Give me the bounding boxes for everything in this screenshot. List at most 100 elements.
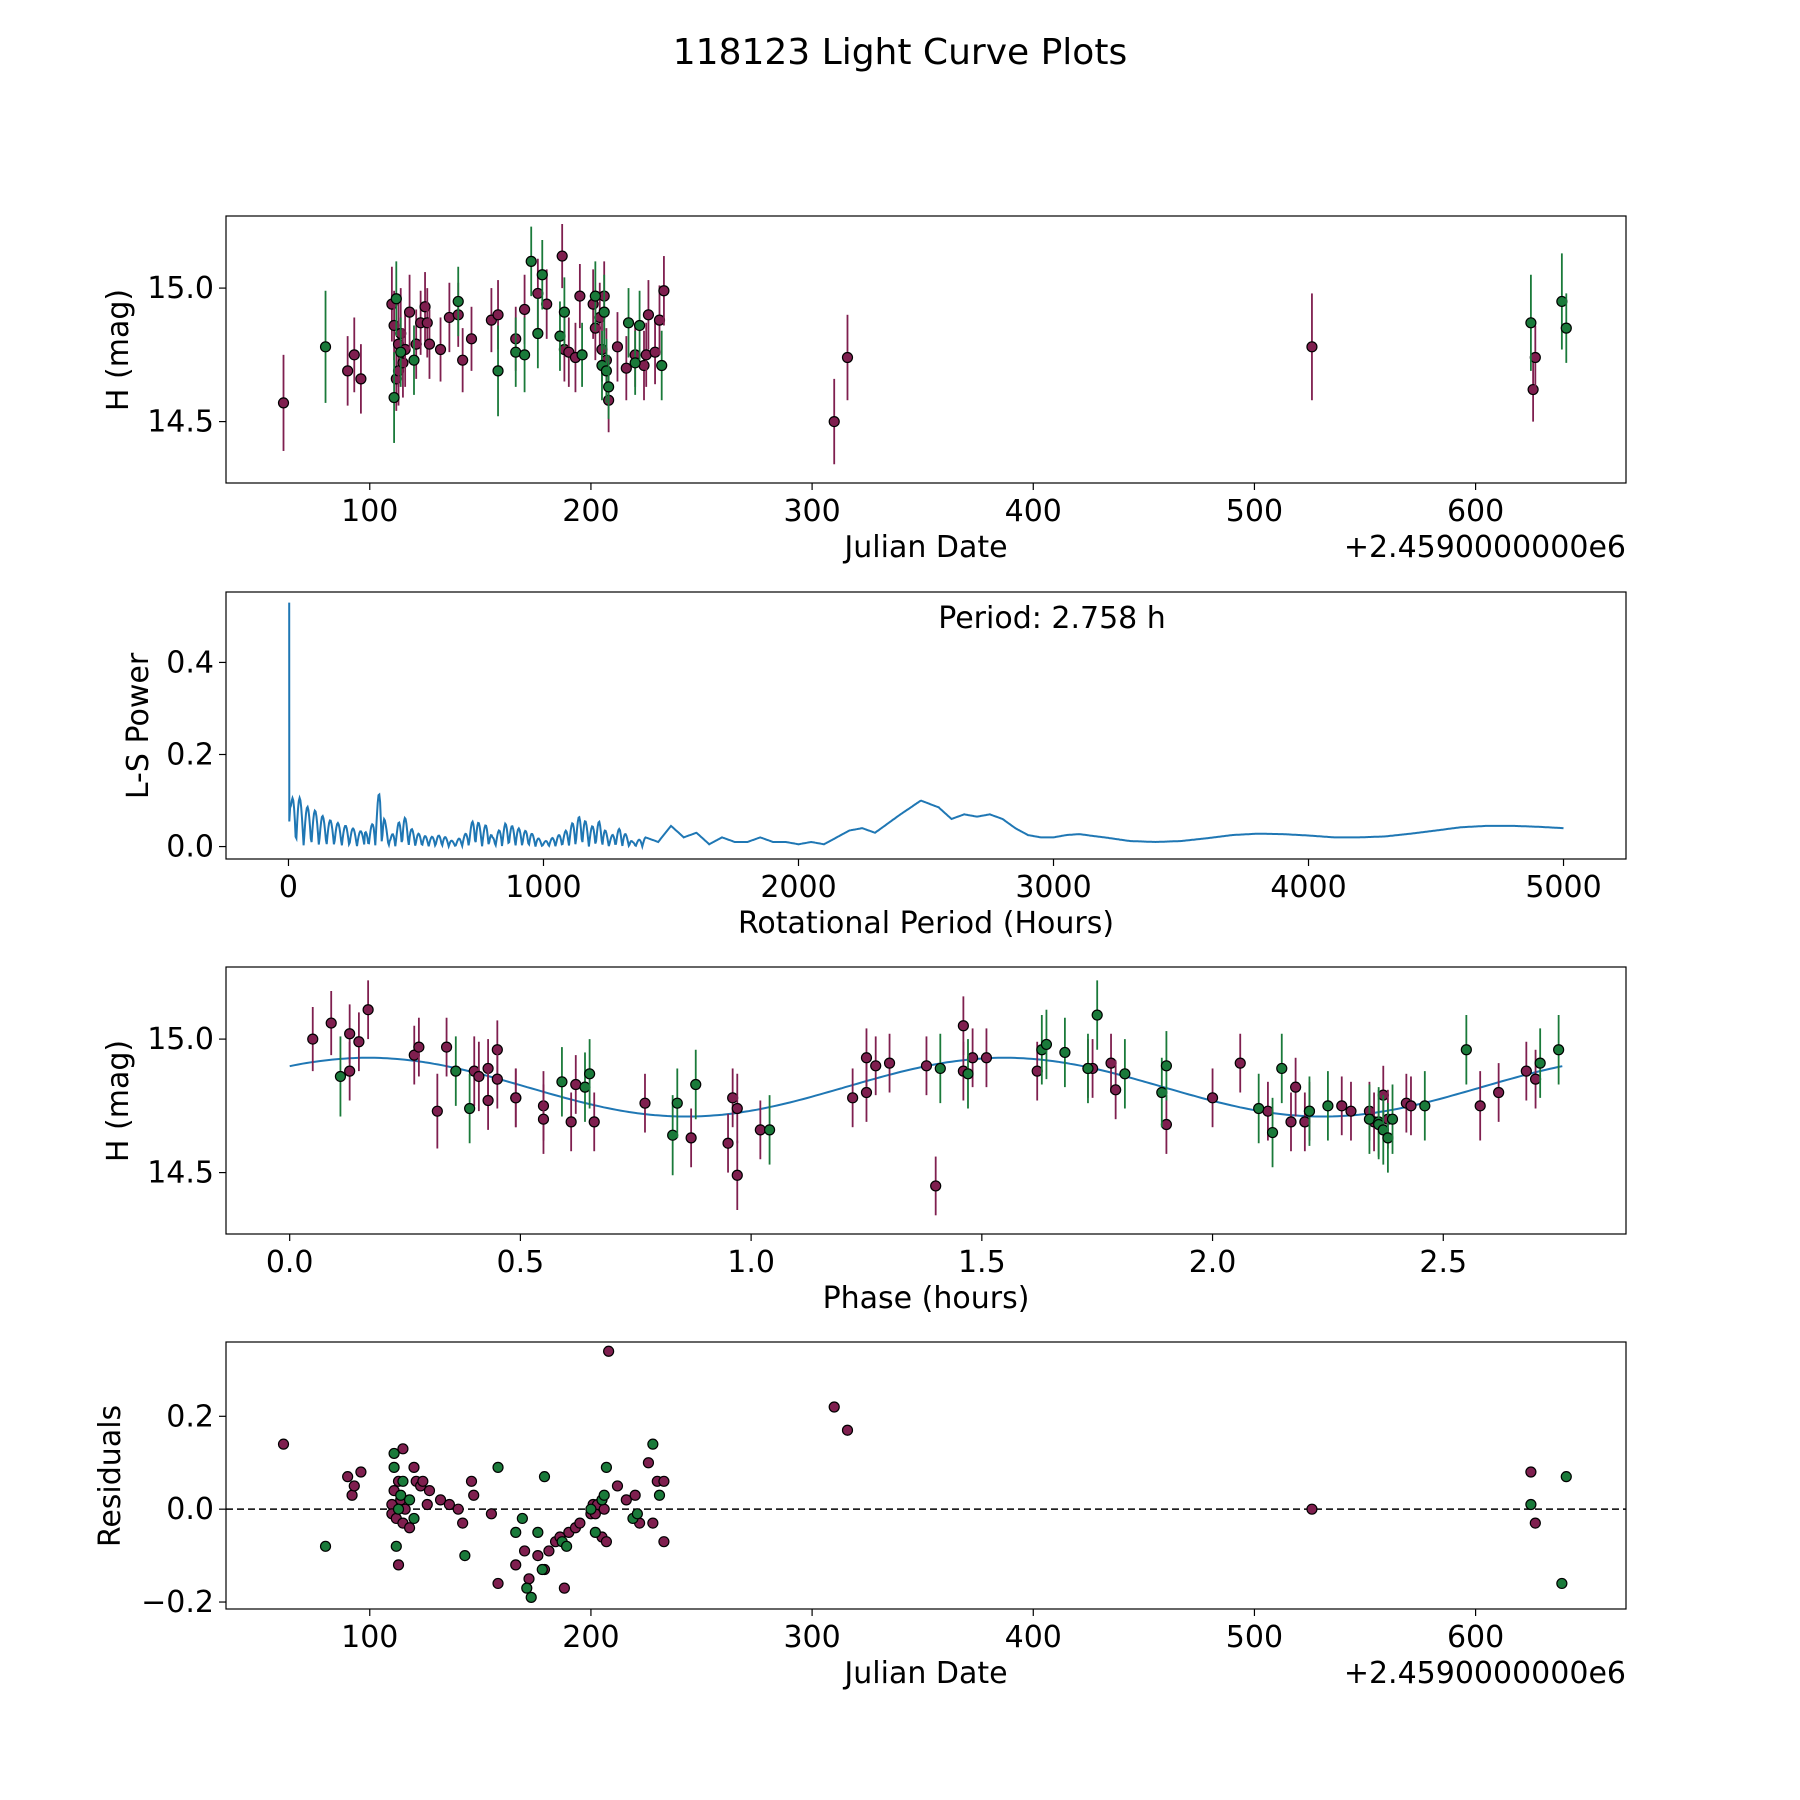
x-tick-label: 600 <box>1447 1620 1504 1655</box>
data-point-green <box>525 255 537 267</box>
data-point-magenta <box>841 351 854 364</box>
data-point-magenta <box>403 1522 416 1534</box>
data-point-magenta <box>957 1020 969 1032</box>
data-point-green <box>1276 1062 1288 1075</box>
data-point-green <box>388 391 400 404</box>
panel-light-curve-frame <box>225 215 1627 484</box>
data-point-green <box>1556 295 1568 308</box>
data-point-magenta <box>1493 1086 1505 1099</box>
data-point-green <box>334 1070 347 1083</box>
x-tick-label: 4000 <box>1270 870 1346 905</box>
x-tick-label: 0 <box>279 870 298 905</box>
panel-residuals: 100 200 300 400 500 600 −0.2 0.0 0.2 Julian Date… <box>93 1341 1627 1691</box>
data-point-magenta <box>653 314 666 326</box>
data-point-magenta <box>408 1461 420 1473</box>
data-point-green <box>1303 1105 1316 1117</box>
data-point-green <box>392 1503 405 1515</box>
data-point-magenta <box>440 1041 453 1053</box>
light-curve-ylabel: H (mag) <box>101 289 136 411</box>
y-tick-label: 15.0 <box>147 271 214 306</box>
data-point-magenta <box>841 1424 854 1436</box>
data-point-magenta <box>543 1545 555 1557</box>
data-point-green <box>521 1582 533 1594</box>
data-point-green <box>671 1097 683 1109</box>
data-point-magenta <box>685 1132 697 1144</box>
x-tick-label: 400 <box>1005 494 1062 529</box>
data-point-green <box>1560 1471 1572 1483</box>
data-point-green <box>532 1526 544 1538</box>
x-tick-label: 300 <box>783 1620 840 1655</box>
data-point-magenta <box>510 1559 522 1571</box>
data-point-magenta <box>468 1489 480 1501</box>
x-tick-label: 0.5 <box>497 1245 545 1280</box>
data-point-magenta <box>883 1057 896 1069</box>
x-tick-label: 100 <box>341 1620 398 1655</box>
data-point-magenta <box>629 1489 641 1501</box>
data-point-magenta <box>731 1102 743 1115</box>
data-point-green <box>395 1489 407 1501</box>
phase-points <box>289 980 1565 1216</box>
data-point-magenta <box>419 301 431 313</box>
data-point-green <box>1525 317 1537 329</box>
x-tick-label: 1.5 <box>958 1245 1006 1280</box>
data-point-green <box>554 330 566 342</box>
data-point-magenta <box>1290 1081 1302 1093</box>
data-point-green <box>600 1461 613 1473</box>
data-point-magenta <box>346 1489 358 1501</box>
data-point-green <box>629 357 641 369</box>
data-point-green <box>403 1494 416 1506</box>
data-point-green <box>1386 1113 1399 1125</box>
data-point-magenta <box>443 1498 455 1511</box>
data-point-magenta <box>570 1078 582 1091</box>
data-point-magenta <box>403 306 416 318</box>
data-point-green <box>633 319 646 332</box>
data-point-magenta <box>510 1092 522 1104</box>
data-point-magenta <box>649 346 661 358</box>
data-point-magenta <box>344 1028 356 1040</box>
data-point-magenta <box>860 1052 873 1064</box>
x-tick-label: 5000 <box>1525 870 1601 905</box>
data-point-green <box>1119 1068 1131 1080</box>
data-point-magenta <box>434 343 447 356</box>
data-point-magenta <box>1345 1105 1357 1117</box>
data-point-green <box>395 346 407 358</box>
data-point-magenta <box>639 1097 651 1109</box>
data-point-magenta <box>574 1517 586 1529</box>
data-point-magenta <box>574 290 586 302</box>
data-point-green <box>1560 322 1572 334</box>
data-point-green <box>1553 1044 1565 1056</box>
residuals-ylabel: Residuals <box>93 1405 128 1547</box>
periodogram-curve <box>288 602 1564 851</box>
data-point-green <box>1382 1132 1394 1144</box>
data-point-magenta <box>588 1116 600 1128</box>
data-point-magenta <box>1110 1084 1122 1096</box>
x-tick-label: 1.0 <box>727 1245 775 1280</box>
data-point-green <box>397 1475 409 1487</box>
data-point-magenta <box>1529 1073 1542 1085</box>
data-point-magenta <box>642 1457 655 1469</box>
data-point-magenta <box>1306 341 1318 353</box>
data-point-magenta <box>465 1475 478 1487</box>
x-tick-label: 200 <box>562 1620 619 1655</box>
y-tick-label: 14.5 <box>147 1156 214 1191</box>
data-point-green <box>319 1540 332 1552</box>
data-point-green <box>1266 1126 1279 1139</box>
data-point-magenta <box>658 1536 670 1548</box>
data-point-magenta <box>1525 1466 1537 1478</box>
data-point-magenta <box>277 397 290 409</box>
data-point-magenta <box>342 1471 354 1483</box>
data-point-green <box>561 1540 573 1552</box>
x-tick-label: 200 <box>562 494 619 529</box>
data-point-magenta <box>523 1573 535 1585</box>
light-curve-xlabel: Julian Date <box>842 530 1007 565</box>
x-tick-label: 2.5 <box>1419 1245 1467 1280</box>
data-point-magenta <box>541 298 553 310</box>
data-point-magenta <box>600 1536 613 1548</box>
data-point-green <box>690 1078 702 1091</box>
data-point-magenta <box>277 1438 290 1450</box>
data-point-magenta <box>620 362 632 374</box>
data-point-green <box>450 1065 462 1077</box>
data-point-magenta <box>1520 1065 1532 1077</box>
data-point-magenta <box>413 1041 425 1053</box>
panel-light-curve: 100 200 300 400 500 600 14.5 15.0 Julian Date +… <box>101 215 1627 565</box>
